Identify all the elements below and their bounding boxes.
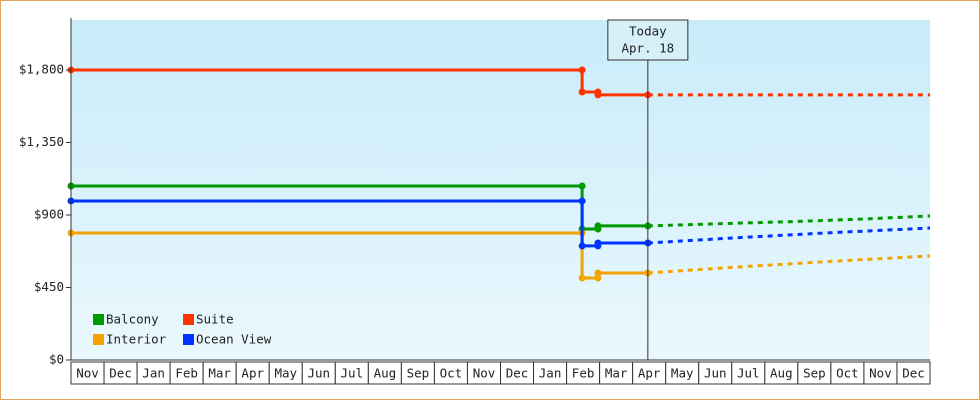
today-label: Today (629, 24, 667, 39)
today-label: Apr. 18 (622, 41, 675, 56)
legend-label: Suite (196, 312, 234, 327)
point (594, 269, 602, 277)
series-line (71, 184, 648, 231)
point (578, 242, 586, 250)
forecast-line (647, 214, 931, 228)
y-tick-label: $450 (34, 279, 64, 294)
y-tick-label: $900 (34, 206, 64, 221)
point (578, 182, 586, 190)
x-tick-label: Mar (605, 366, 628, 381)
x-tick-label: Nov (76, 366, 99, 381)
plot-area (71, 20, 930, 360)
x-tick-label: Jan (539, 366, 562, 381)
x-tick-label: Sep (407, 366, 430, 381)
point (594, 239, 602, 247)
legend-swatch (93, 314, 104, 325)
series-line (71, 68, 648, 97)
x-tick-label: Jul (737, 366, 760, 381)
legend-swatch (183, 334, 194, 345)
x-tick-label: Jun (704, 366, 727, 381)
x-tick-label: Jun (307, 366, 330, 381)
x-tick-label: May (274, 366, 297, 381)
point (578, 66, 586, 74)
y-tick-label: $1,350 (19, 134, 64, 149)
x-tick-label: Dec (506, 366, 529, 381)
x-tick-label: Jul (341, 366, 364, 381)
x-tick-label: Nov (869, 366, 892, 381)
today-box (607, 19, 689, 61)
x-tick-label: Aug (770, 366, 793, 381)
point (594, 91, 602, 99)
x-tick-label: Apr (241, 366, 264, 381)
x-tick-label: Mar (208, 366, 231, 381)
y-tick-label: $1,800 (19, 61, 64, 76)
x-tick-cell (896, 361, 931, 385)
x-tick-label: Dec (109, 366, 132, 381)
legend-label: Interior (106, 332, 167, 347)
lines (67, 66, 931, 282)
x-tick-label: Dec (902, 366, 925, 381)
point (578, 197, 586, 205)
series-line (71, 231, 648, 280)
x-tick-label: Aug (374, 366, 397, 381)
legend-swatch (93, 334, 104, 345)
legend-swatch (183, 314, 194, 325)
x-tick-label: Oct (836, 366, 859, 381)
x-tick-label: Nov (473, 366, 496, 381)
x-tick-label: Feb (572, 366, 595, 381)
point (578, 88, 586, 96)
series-line (71, 199, 648, 248)
legend-label: Balcony (106, 312, 159, 327)
x-tick-label: Feb (175, 366, 198, 381)
x-tick-label: Jan (142, 366, 165, 381)
x-tick-label: Apr (638, 366, 661, 381)
x-tick-label: May (671, 366, 694, 381)
forecast-line (647, 226, 931, 245)
point (578, 274, 586, 282)
point (594, 222, 602, 230)
forecast-line (647, 254, 931, 275)
x-tick-label: Sep (803, 366, 826, 381)
legend-label: Ocean View (196, 332, 272, 347)
y-tick-label: $0 (49, 352, 64, 367)
x-tick-label: Oct (440, 366, 463, 381)
point (594, 274, 602, 282)
